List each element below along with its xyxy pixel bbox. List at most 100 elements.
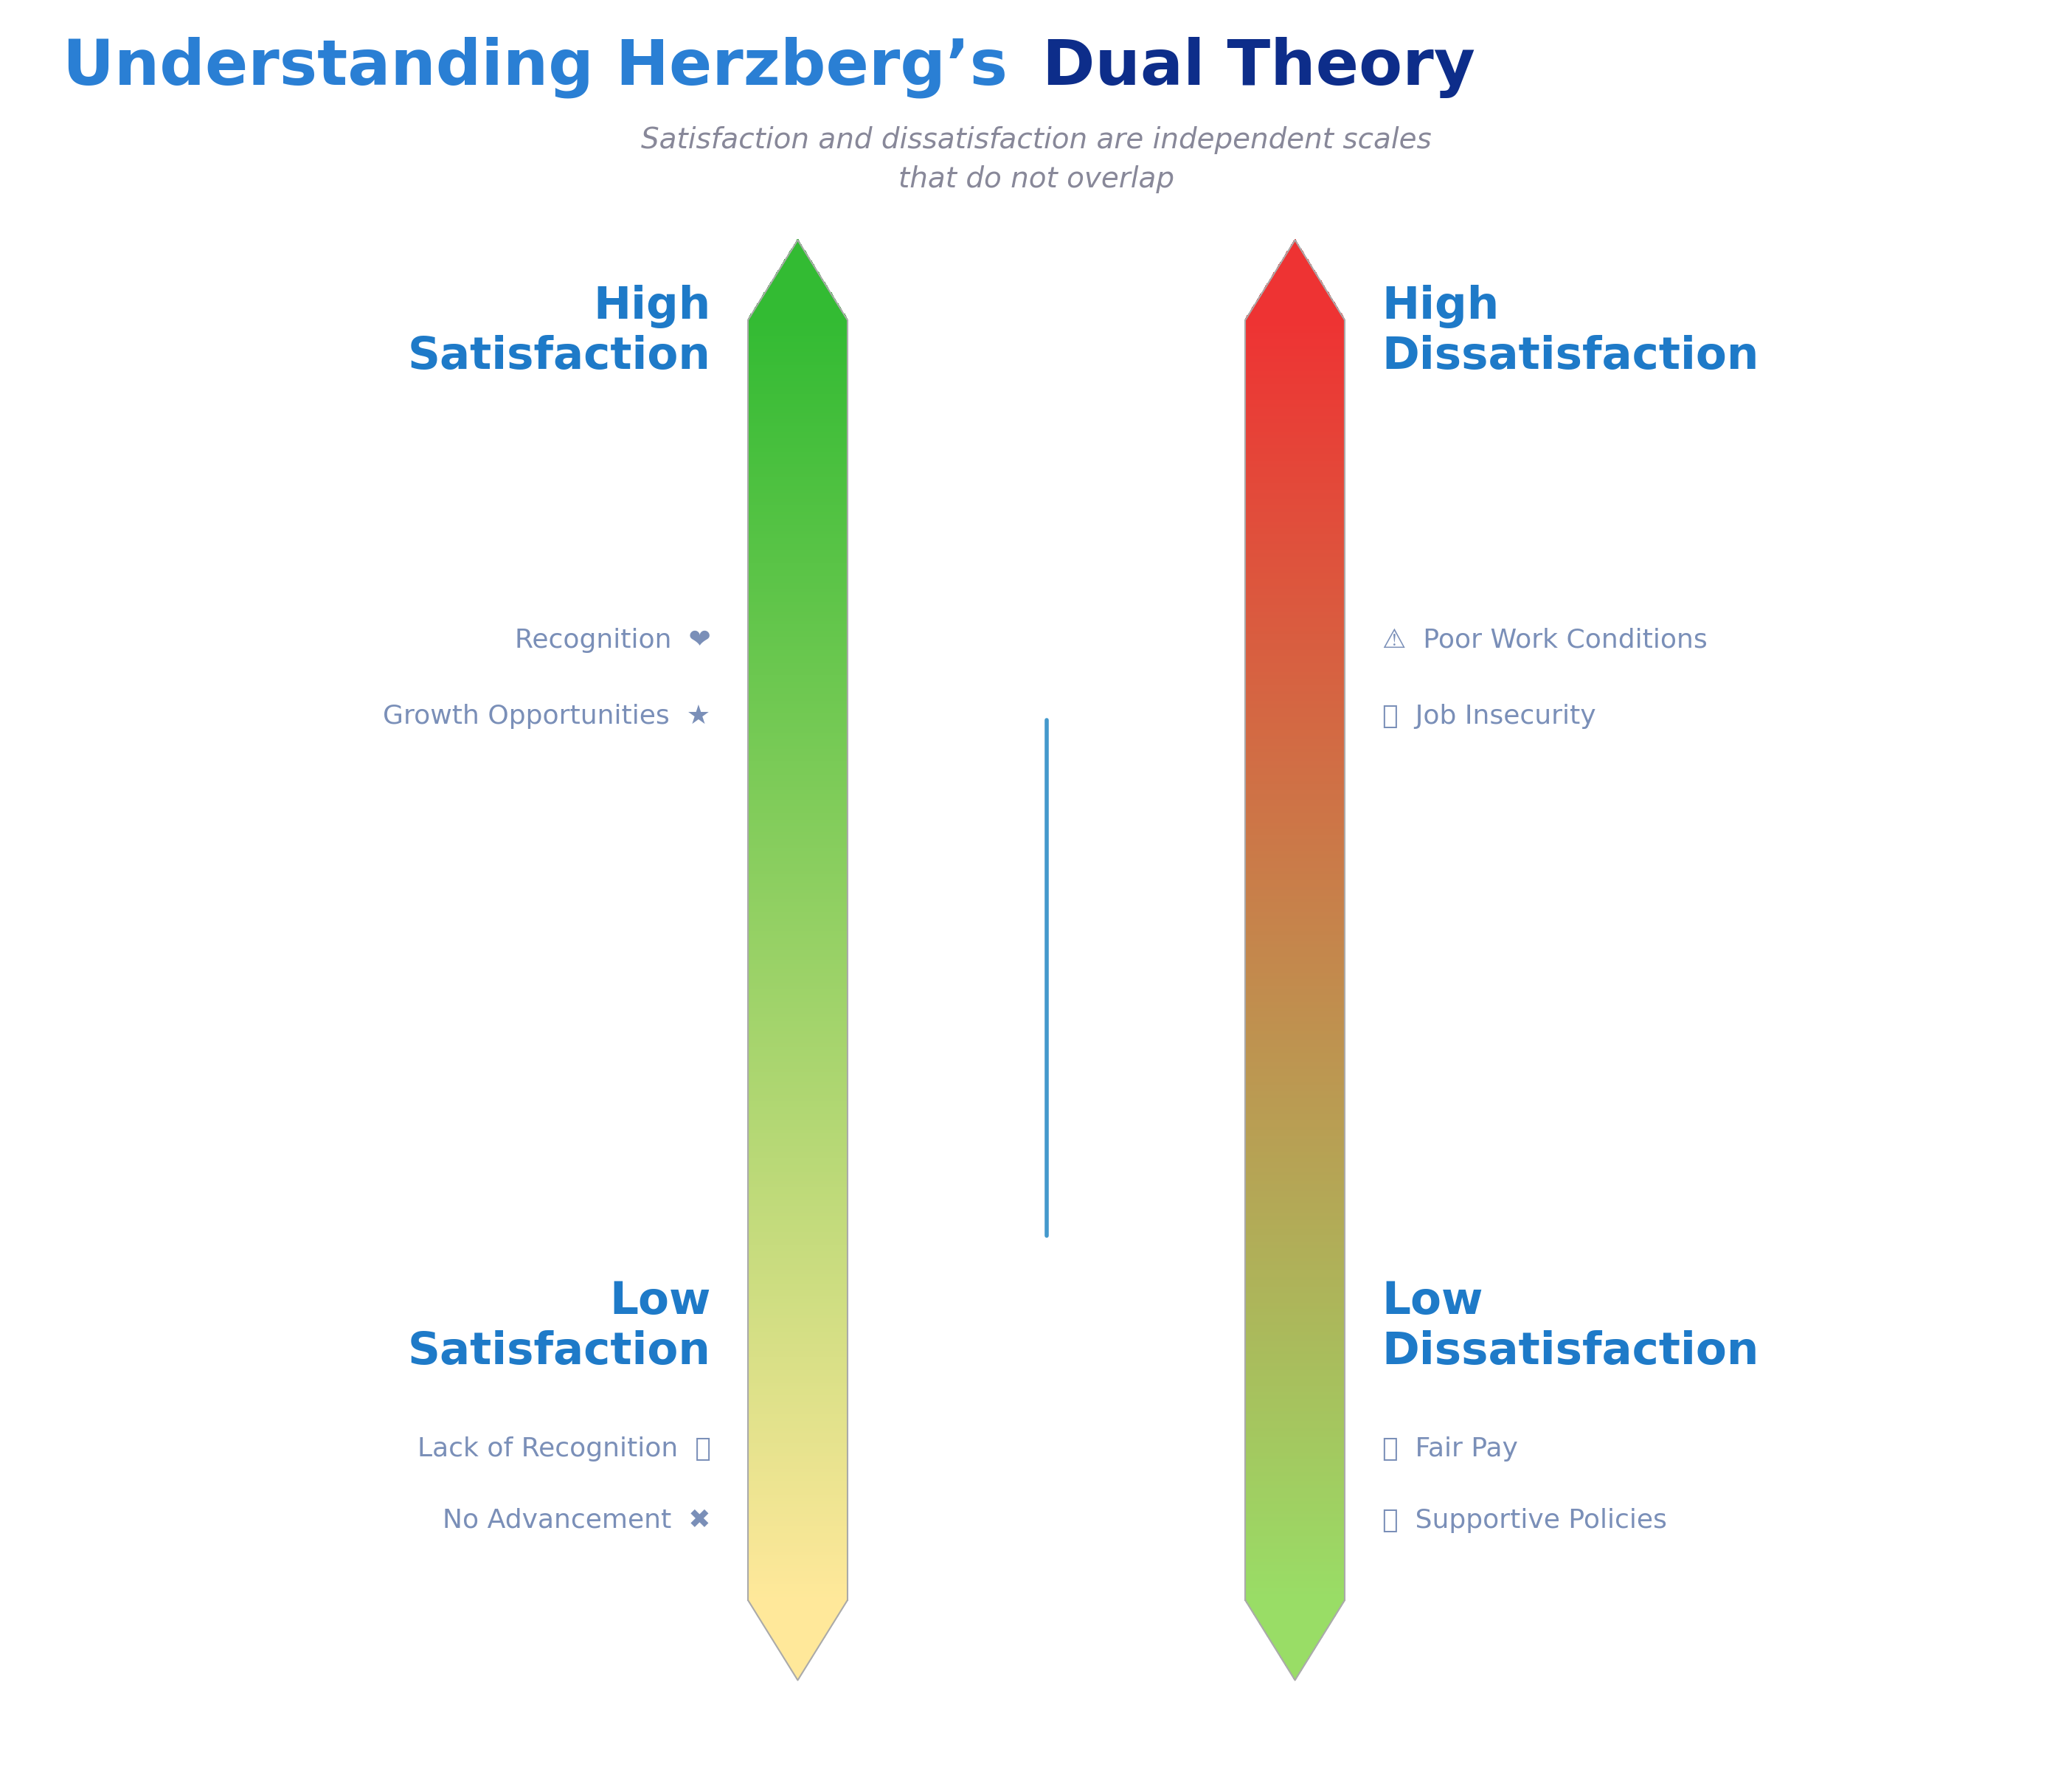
Bar xyxy=(748,553,847,557)
Bar xyxy=(1245,1154,1345,1159)
Bar xyxy=(1274,272,1316,276)
Bar xyxy=(1280,261,1310,263)
Bar xyxy=(748,985,847,989)
Bar xyxy=(748,880,847,884)
Bar xyxy=(1245,1193,1345,1197)
Bar xyxy=(1289,249,1301,251)
Bar xyxy=(1249,309,1341,313)
Bar xyxy=(748,1221,847,1225)
Bar xyxy=(1256,302,1334,304)
Bar xyxy=(1245,1138,1345,1143)
Bar xyxy=(1245,329,1345,332)
Bar xyxy=(748,1472,847,1476)
Bar xyxy=(748,498,847,503)
Bar xyxy=(1245,501,1345,505)
Bar xyxy=(752,1604,843,1607)
Bar xyxy=(748,320,847,324)
Bar xyxy=(1245,802,1345,807)
Bar xyxy=(748,741,847,745)
Bar xyxy=(748,1581,847,1584)
Bar xyxy=(765,1627,831,1629)
Bar xyxy=(748,501,847,505)
Bar xyxy=(1245,505,1345,509)
Bar xyxy=(1245,1542,1345,1545)
Bar xyxy=(748,1069,847,1072)
Bar xyxy=(1272,274,1318,276)
Bar xyxy=(1245,821,1345,825)
Bar xyxy=(1245,528,1345,532)
Bar xyxy=(1262,293,1328,295)
Bar xyxy=(748,1330,847,1335)
Bar xyxy=(1289,1670,1301,1671)
Bar xyxy=(1245,1189,1345,1193)
Bar xyxy=(1291,244,1299,245)
Bar xyxy=(748,658,847,663)
Bar xyxy=(748,1277,847,1280)
Bar xyxy=(1245,377,1345,380)
Bar xyxy=(748,885,847,889)
Bar xyxy=(1245,713,1345,717)
Bar xyxy=(1245,533,1345,537)
Bar xyxy=(748,781,847,784)
Bar xyxy=(1247,315,1343,318)
Bar xyxy=(748,1561,847,1565)
Bar xyxy=(1245,885,1345,889)
Bar xyxy=(1245,466,1345,471)
Bar xyxy=(1245,800,1345,804)
Bar xyxy=(1245,1129,1345,1133)
Bar xyxy=(748,866,847,871)
Bar xyxy=(748,1421,847,1424)
Bar xyxy=(748,448,847,452)
Bar xyxy=(1245,338,1345,343)
Bar xyxy=(1276,1650,1314,1652)
Bar xyxy=(748,1469,847,1472)
Bar xyxy=(1245,1253,1345,1257)
Bar xyxy=(754,1609,841,1611)
Bar xyxy=(1245,1353,1345,1357)
Bar xyxy=(748,825,847,829)
Bar xyxy=(748,1382,847,1385)
Bar xyxy=(1245,1346,1345,1351)
Bar xyxy=(1247,1602,1343,1604)
Bar xyxy=(748,1077,847,1081)
Bar xyxy=(1245,560,1345,564)
Bar xyxy=(1251,1611,1339,1613)
Bar xyxy=(748,901,847,905)
Bar xyxy=(748,953,847,957)
Bar xyxy=(775,1643,821,1645)
Bar xyxy=(748,1093,847,1097)
Bar xyxy=(1245,1472,1345,1476)
Bar xyxy=(748,1186,847,1191)
Bar xyxy=(748,1398,847,1401)
Bar xyxy=(1245,928,1345,932)
Bar xyxy=(748,613,847,617)
Bar xyxy=(1245,656,1345,660)
Bar xyxy=(769,1634,827,1636)
Bar xyxy=(1245,1558,1345,1561)
Bar xyxy=(785,260,810,261)
Bar xyxy=(748,1141,847,1145)
Bar xyxy=(1245,782,1345,788)
Bar xyxy=(1245,1097,1345,1101)
Bar xyxy=(756,304,839,308)
Bar xyxy=(1245,882,1345,887)
Bar xyxy=(762,1622,833,1625)
Bar xyxy=(748,1446,847,1449)
Bar xyxy=(748,642,847,647)
Bar xyxy=(748,1021,847,1024)
Bar xyxy=(748,581,847,585)
Bar xyxy=(1245,1013,1345,1017)
Bar xyxy=(748,1230,847,1236)
Bar xyxy=(1245,569,1345,573)
Bar xyxy=(1245,832,1345,836)
Bar xyxy=(1245,1221,1345,1225)
Bar xyxy=(1245,1449,1345,1453)
Bar xyxy=(748,777,847,781)
Bar xyxy=(1280,261,1310,265)
Bar xyxy=(794,244,802,245)
Bar xyxy=(1245,725,1345,729)
Bar xyxy=(752,309,843,313)
Bar xyxy=(1245,848,1345,852)
Bar xyxy=(1245,1442,1345,1447)
Bar xyxy=(748,861,847,864)
